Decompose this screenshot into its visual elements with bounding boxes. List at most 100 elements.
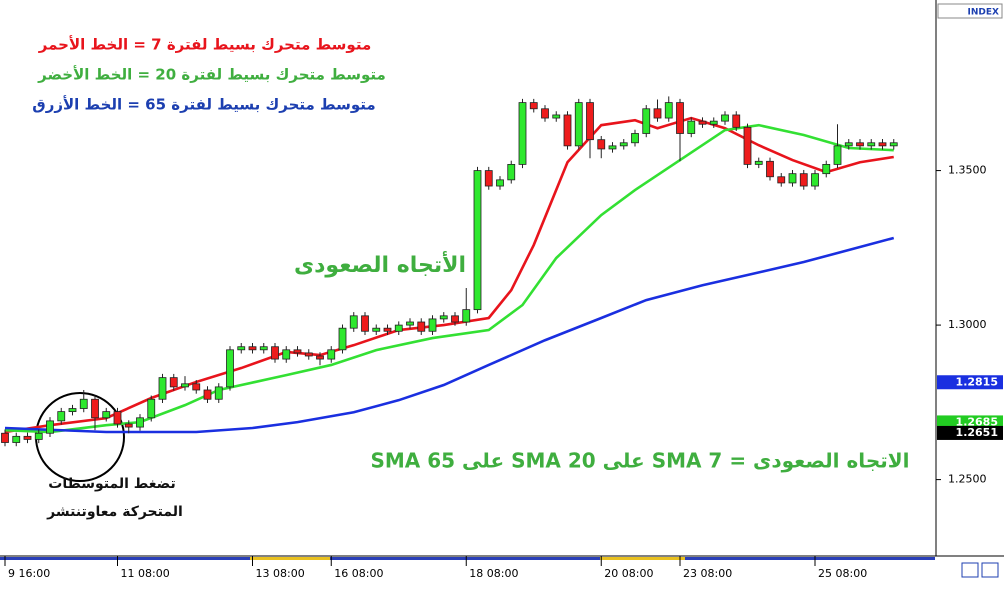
candle-body <box>439 315 448 320</box>
y-tick-label: 1.3500 <box>948 164 987 177</box>
candle-body <box>113 411 122 425</box>
annotation: متوسط متحرك بسيط لفترة 65 = الخط الأزرق <box>32 96 375 114</box>
x-tick-label: 20 08:00 <box>604 567 653 580</box>
period-strip <box>250 557 330 560</box>
candle-body <box>406 321 414 326</box>
annotation: متوسط متحرك بسيط لفترة 20 = الخط الأخضر <box>37 66 386 84</box>
candle-body <box>732 114 741 128</box>
candle-body <box>394 324 403 332</box>
candle-body <box>608 145 617 150</box>
candle-body <box>597 139 606 150</box>
candle-body <box>676 102 684 134</box>
candle-body <box>282 349 291 360</box>
candle-body <box>46 420 54 434</box>
x-tick-label: 9 16:00 <box>8 567 50 580</box>
x-tick-label: 16 08:00 <box>334 567 383 580</box>
candle-body <box>574 102 583 147</box>
moving-average-line <box>4 236 895 434</box>
candle-body <box>619 142 628 147</box>
candle-body <box>788 173 797 184</box>
index-box <box>937 3 1003 19</box>
annotation: المتحركة معاوتنتشر <box>46 504 183 520</box>
candle-body <box>799 173 808 187</box>
candle-body <box>496 179 504 187</box>
candle-body <box>68 408 77 413</box>
candle-body <box>147 398 156 419</box>
candle-body <box>507 163 516 181</box>
candle-body <box>811 173 819 187</box>
candle-body <box>552 114 561 119</box>
candle-body <box>372 327 381 332</box>
candle-body <box>361 315 369 332</box>
candle-body <box>259 346 268 351</box>
candle-body <box>34 432 43 440</box>
candle-body <box>57 411 66 422</box>
candle-body <box>237 346 246 351</box>
candle-body <box>136 417 144 428</box>
candle-body <box>304 352 313 357</box>
y-tick-label: 1.3000 <box>948 318 987 331</box>
candle-body <box>529 102 538 110</box>
candle-body <box>709 120 718 125</box>
candle-body <box>124 423 133 428</box>
candle-body <box>214 386 223 400</box>
candle-body <box>181 383 189 388</box>
price-marker <box>937 375 1003 390</box>
x-tick-label: 18 08:00 <box>469 567 518 580</box>
candle-body <box>349 315 358 329</box>
candle-body <box>844 142 853 147</box>
candle-body <box>563 114 572 147</box>
candle-body <box>316 355 324 360</box>
scroll-icon[interactable] <box>961 562 979 578</box>
candle-body <box>541 108 549 119</box>
candle-body <box>327 349 336 360</box>
annotation: متوسط متحرك بسيط لفترة 7 = الخط الأحمر <box>38 36 371 54</box>
x-tick-label: 25 08:00 <box>818 567 867 580</box>
price-marker <box>937 415 1003 430</box>
candle-body <box>631 133 639 144</box>
x-tick-label: 13 08:00 <box>256 567 305 580</box>
candle-body <box>271 346 279 360</box>
candle-body <box>451 315 459 323</box>
annotation: تضغط المتوسطات <box>48 476 175 492</box>
scroll-icon[interactable] <box>981 562 999 578</box>
candle-body <box>586 102 594 141</box>
candle-body <box>754 160 763 165</box>
candle-body <box>664 102 673 119</box>
price-marker-label: 1.2651 <box>956 426 998 439</box>
price-marker-label: 1.2685 <box>956 415 998 428</box>
candle-body <box>91 398 99 419</box>
candle-body <box>743 126 752 165</box>
candle-body <box>473 170 482 311</box>
candle-body <box>338 327 347 351</box>
candle-body <box>192 383 201 391</box>
candle-body <box>1 432 9 443</box>
price-marker <box>937 425 1003 440</box>
candle-body <box>383 327 392 332</box>
candle-body <box>721 114 729 122</box>
candle-body <box>484 170 493 187</box>
candle-body <box>293 349 302 354</box>
x-tick-label: 23 08:00 <box>683 567 732 580</box>
candle-body <box>12 435 21 443</box>
candle-body <box>642 108 651 134</box>
candle-body <box>23 435 32 440</box>
candle-body <box>102 411 111 419</box>
candle-body <box>867 142 876 147</box>
candle-body <box>653 108 662 119</box>
index-label: INDEX <box>968 8 999 18</box>
candle-body <box>766 160 774 178</box>
candle-body <box>833 145 842 165</box>
period-strip <box>600 557 685 560</box>
candle-body <box>822 163 831 175</box>
candle-body <box>462 309 471 323</box>
candle-body <box>417 321 426 332</box>
candle-body <box>878 142 887 147</box>
candle-body <box>856 142 864 147</box>
price-marker-label: 1.2815 <box>956 375 998 388</box>
annotation: الأتجاه الصعودى <box>294 250 466 278</box>
candle-body <box>158 377 167 400</box>
candle-body <box>518 102 527 165</box>
